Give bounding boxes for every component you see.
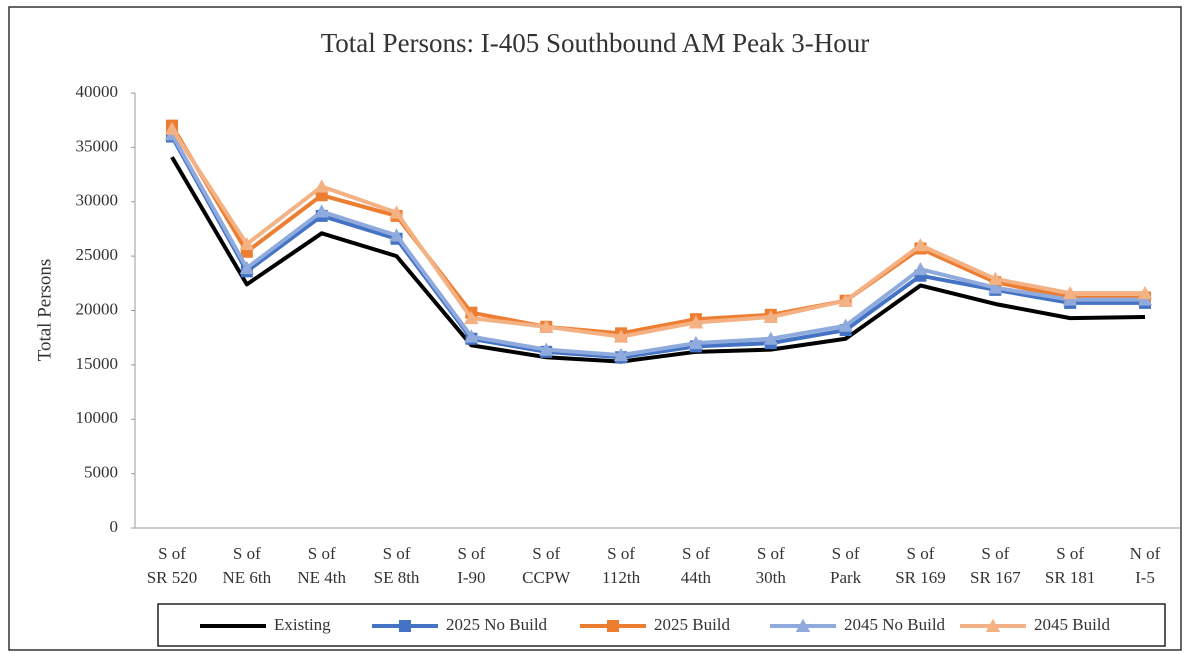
marker — [688, 315, 704, 329]
x-tick-label-line: NE 4th — [297, 568, 346, 587]
legend-label: 2045 No Build — [844, 615, 946, 634]
marker — [314, 179, 329, 193]
x-tick-label: S of SR 169 — [895, 544, 946, 587]
marker — [539, 342, 554, 356]
marker — [763, 309, 778, 324]
marker — [464, 310, 479, 325]
x-tick-label-line: S of — [532, 544, 560, 563]
x-tick-label: S of SR 167 — [970, 544, 1021, 587]
y-tick-label: 40000 — [76, 82, 119, 101]
marker — [988, 280, 1003, 294]
x-tick-label: S of Park — [830, 544, 862, 587]
y-tick-label: 30000 — [76, 191, 119, 210]
x-tick-label-line: SR 181 — [1045, 568, 1096, 587]
y-tick-label: 10000 — [76, 408, 119, 427]
chart-border — [8, 6, 1182, 651]
x-tick-label-line: S of — [607, 544, 635, 563]
marker — [988, 271, 1003, 285]
marker — [913, 238, 928, 252]
marker — [239, 236, 255, 251]
x-tick-label-line: I-90 — [457, 568, 485, 587]
chart-title: Total Persons: I-405 Southbound AM Peak … — [321, 28, 870, 58]
x-tick-label-line: SR 520 — [147, 568, 198, 587]
x-tick-label-line: CCPW — [522, 568, 571, 587]
legend-box — [157, 603, 1166, 647]
x-tick-label: S of 44th — [681, 544, 712, 587]
marker — [913, 261, 928, 276]
x-tick-label: S of CCPW — [522, 544, 571, 587]
x-tick-label-line: S of — [832, 544, 860, 563]
x-tick-label-line: S of — [233, 544, 261, 563]
x-tick-label-line: S of — [158, 544, 186, 563]
x-tick-label: S of NE 6th — [223, 544, 272, 587]
legend-label: 2025 Build — [654, 615, 731, 634]
marker — [539, 319, 554, 333]
x-tick-label-line: NE 6th — [223, 568, 272, 587]
marker — [613, 329, 629, 343]
x-tick-label-line: SE 8th — [374, 568, 420, 587]
marker — [607, 620, 619, 632]
y-tick-label: 5000 — [84, 463, 118, 482]
x-tick-label: S of SR 520 — [147, 544, 198, 587]
x-tick-label-line: N of — [1130, 544, 1161, 563]
legend-label: 2025 No Build — [446, 615, 548, 634]
y-axis-label: Total Persons — [34, 259, 55, 362]
x-tick-label-line: S of — [981, 544, 1009, 563]
y-tick-label: 0 — [110, 517, 119, 536]
x-tick-label: N of I-5 — [1130, 544, 1161, 587]
series-line — [170, 135, 1145, 360]
marker — [314, 204, 329, 218]
x-tick-label-line: I-5 — [1135, 568, 1155, 587]
x-tick-label: S of 30th — [756, 544, 787, 587]
series-line — [170, 133, 1145, 358]
x-tick-label-line: S of — [682, 544, 710, 563]
legend-label: Existing — [274, 615, 331, 634]
x-tick-label-line: 44th — [681, 568, 712, 587]
y-tick-label: 35000 — [76, 136, 119, 155]
x-tick-label-line: S of — [308, 544, 336, 563]
x-tick-label: S of SR 181 — [1045, 544, 1096, 587]
x-tick-label-line: S of — [757, 544, 785, 563]
x-tick-label-line: SR 169 — [895, 568, 946, 587]
marker — [985, 618, 1001, 632]
marker — [795, 618, 811, 632]
x-tick-label: S of NE 4th — [297, 544, 346, 587]
marker — [239, 260, 255, 275]
marker — [613, 347, 629, 362]
y-tick-label: 15000 — [76, 354, 119, 373]
x-tick-label-line: S of — [907, 544, 935, 563]
marker — [464, 329, 479, 343]
series-line — [170, 124, 1145, 336]
y-tick-label: 20000 — [76, 299, 119, 318]
legend-label: 2045 Build — [1034, 615, 1111, 634]
x-tick-label: S of I-90 — [457, 544, 485, 587]
x-tick-label-line: Park — [830, 568, 862, 587]
x-tick-label-line: 112th — [602, 568, 641, 587]
x-tick-label: S of 112th — [602, 544, 641, 587]
x-tick-label-line: SR 167 — [970, 568, 1021, 587]
marker — [838, 318, 853, 332]
marker — [763, 331, 778, 345]
marker — [399, 620, 411, 632]
x-tick-label-line: S of — [383, 544, 411, 563]
marker — [838, 293, 853, 307]
x-tick-label: S of SE 8th — [374, 544, 420, 587]
x-tick-label-line: S of — [1056, 544, 1084, 563]
y-tick-label: 25000 — [76, 245, 119, 264]
marker — [389, 228, 404, 242]
x-tick-label-line: S of — [457, 544, 485, 563]
marker — [1137, 285, 1153, 300]
series-line — [170, 127, 1145, 339]
marker — [389, 205, 404, 219]
x-tick-label-line: 30th — [756, 568, 787, 587]
marker — [164, 121, 180, 135]
marker — [688, 335, 704, 350]
marker — [1062, 285, 1078, 300]
series-line — [170, 156, 1146, 364]
